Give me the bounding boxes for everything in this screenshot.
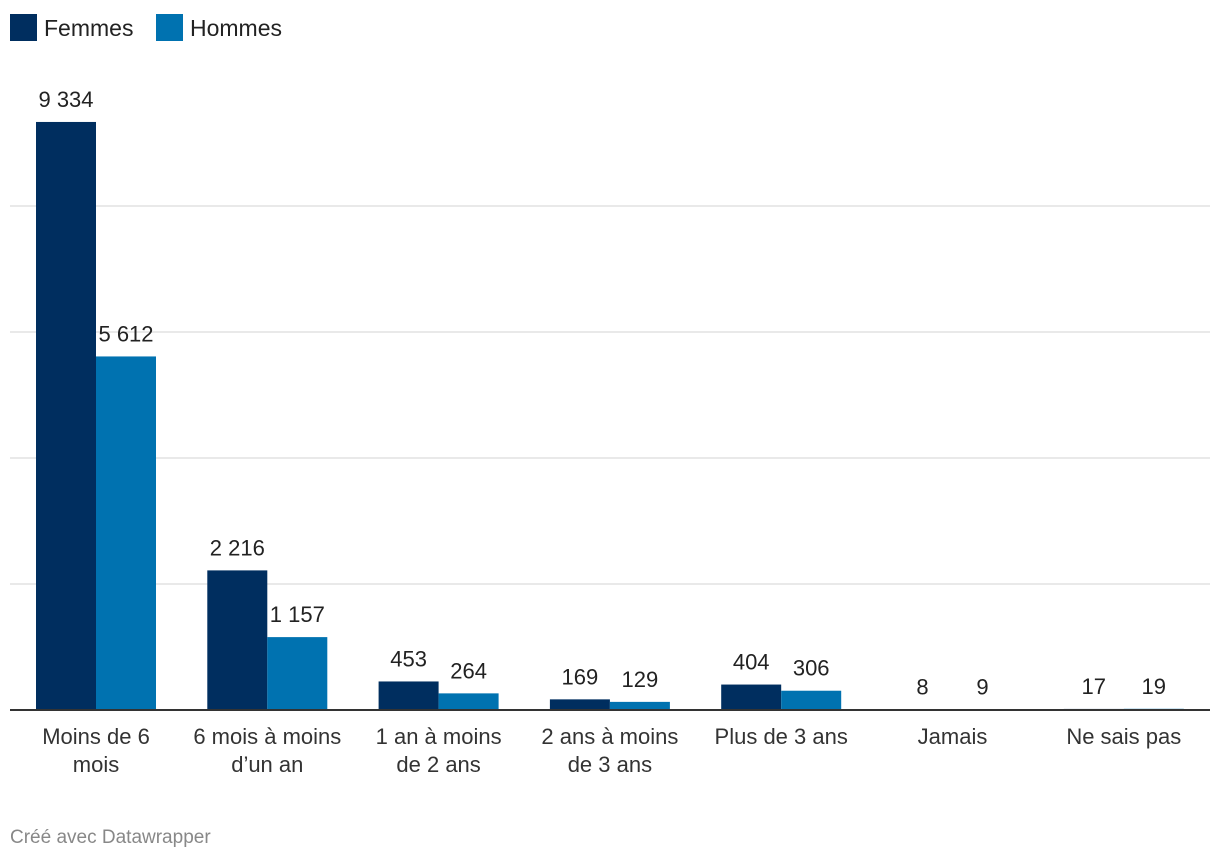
- value-label-hommes: 1 157: [270, 602, 325, 627]
- category-label: Jamais: [918, 724, 988, 749]
- category-label: 2 ans à moins de 3 ans: [541, 724, 678, 777]
- legend-label-hommes: Hommes: [190, 15, 282, 41]
- value-label-femmes: 169: [562, 664, 599, 689]
- gridlines: [10, 205, 1210, 585]
- category-label: Plus de 3 ans: [715, 724, 848, 749]
- bars: [36, 121, 1184, 710]
- bar-femmes: [378, 681, 439, 710]
- category-label: 6 mois à moins d’un an: [193, 724, 341, 777]
- bar-femmes: [721, 684, 782, 710]
- category-label: Ne sais pas: [1066, 724, 1181, 749]
- value-label-hommes: 5 612: [98, 321, 153, 346]
- value-labels: 9 334 5 612 2 216 1 157 453 264 169 129 404 306 8 9…: [38, 87, 1166, 700]
- value-label-femmes: 9 334: [38, 87, 93, 112]
- bar-hommes: [96, 356, 156, 710]
- bar-femmes: [36, 121, 96, 710]
- legend: Femmes Hommes: [10, 14, 282, 41]
- value-label-hommes: 306: [793, 656, 830, 681]
- value-label-femmes: 404: [733, 650, 770, 675]
- value-label-femmes: 8: [916, 674, 928, 699]
- value-label-femmes: 453: [390, 646, 427, 671]
- category-labels: Moins de 6 mois 6 mois à moins d’un an 1 an …: [42, 724, 1181, 777]
- value-label-femmes: 2 216: [210, 535, 265, 560]
- bar-femmes: [549, 699, 610, 710]
- bar-hommes: [609, 701, 670, 710]
- category-label: 1 an à moins de 2 ans: [376, 724, 502, 777]
- category-label: Moins de 6 mois: [42, 724, 150, 777]
- value-label-hommes: 129: [622, 667, 659, 692]
- value-label-hommes: 264: [450, 658, 487, 683]
- bar-femmes: [207, 570, 268, 710]
- bar-hommes: [438, 693, 499, 710]
- legend-swatch-femmes: [10, 14, 37, 41]
- value-label-hommes: 19: [1142, 674, 1166, 699]
- bar-hommes: [267, 637, 328, 710]
- legend-label-femmes: Femmes: [44, 15, 133, 41]
- legend-swatch-hommes: [156, 14, 183, 41]
- value-label-femmes: 17: [1082, 674, 1106, 699]
- bar-hommes: [781, 690, 842, 710]
- value-label-hommes: 9: [976, 674, 988, 699]
- credit-text: Créé avec Datawrapper: [10, 827, 211, 848]
